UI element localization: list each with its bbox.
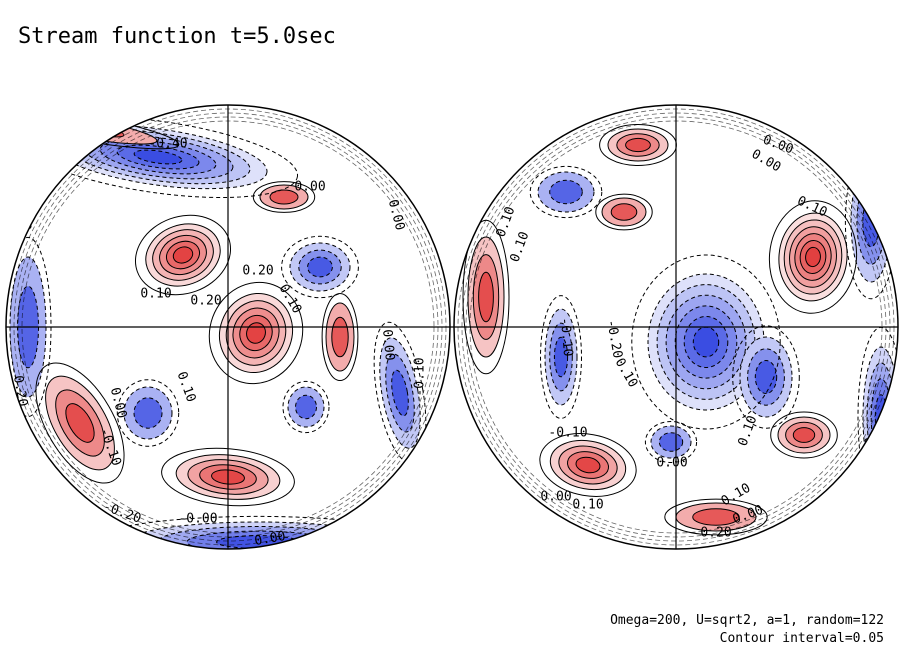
right-vortex-positive: [601, 197, 647, 227]
left-contour-label: 0.10: [140, 287, 171, 302]
left-contour-label: -0.10: [413, 357, 428, 396]
parameters-caption: Omega=200, U=sqrt2, a=1, random=122: [610, 613, 884, 628]
left-contour-label: 0.00: [294, 180, 325, 195]
right-vortex-negative: [647, 273, 765, 411]
right-vortex-positive: [549, 439, 627, 491]
right-contour-label: 0.10: [572, 498, 603, 513]
right-contour-label: 0.00: [656, 456, 687, 471]
right-contour-label: 0.00: [540, 490, 571, 505]
left-vortex-positive: [219, 292, 293, 374]
right-vortex-positive: [467, 236, 505, 358]
right-contour-label: -0.20: [603, 318, 625, 359]
right-contour-label: 0.10: [451, 215, 471, 248]
contour-interval-caption: Contour interval=0.05: [719, 631, 884, 646]
left-vortex-negative: [123, 386, 173, 440]
left-vortex-positive: [145, 223, 221, 287]
right-vortex-positive: [778, 212, 848, 302]
right-vortex-positive: [607, 128, 669, 162]
left-vortex-positive: [45, 375, 115, 471]
right-vortex-positive: [777, 416, 831, 454]
right-contour-label: -0.10: [548, 426, 587, 441]
right-vortex-negative: [650, 425, 692, 459]
right-vortex-positive: [675, 502, 757, 532]
left-vortex-negative: [289, 242, 351, 292]
left-contour-label: -0.40: [148, 137, 187, 152]
left-contour-label: 0.20: [242, 264, 273, 279]
left-vortex-negative: [379, 337, 421, 449]
right-vortex-negative: [544, 308, 578, 406]
left-contour-label: 0.20: [190, 294, 221, 309]
left-vortex-positive: [259, 184, 309, 210]
left-contour-label: 0.00: [379, 329, 397, 362]
left-contour-label: -0.00: [178, 512, 217, 527]
left-vortex-negative: [287, 386, 325, 428]
left-vortex-positive: [325, 302, 355, 372]
figure-title: Stream function t=5.0sec: [18, 24, 336, 49]
right-contour-label: 0.20: [700, 526, 731, 541]
right-vortex-negative: [537, 171, 595, 213]
right-vortex-negative: [739, 336, 793, 418]
